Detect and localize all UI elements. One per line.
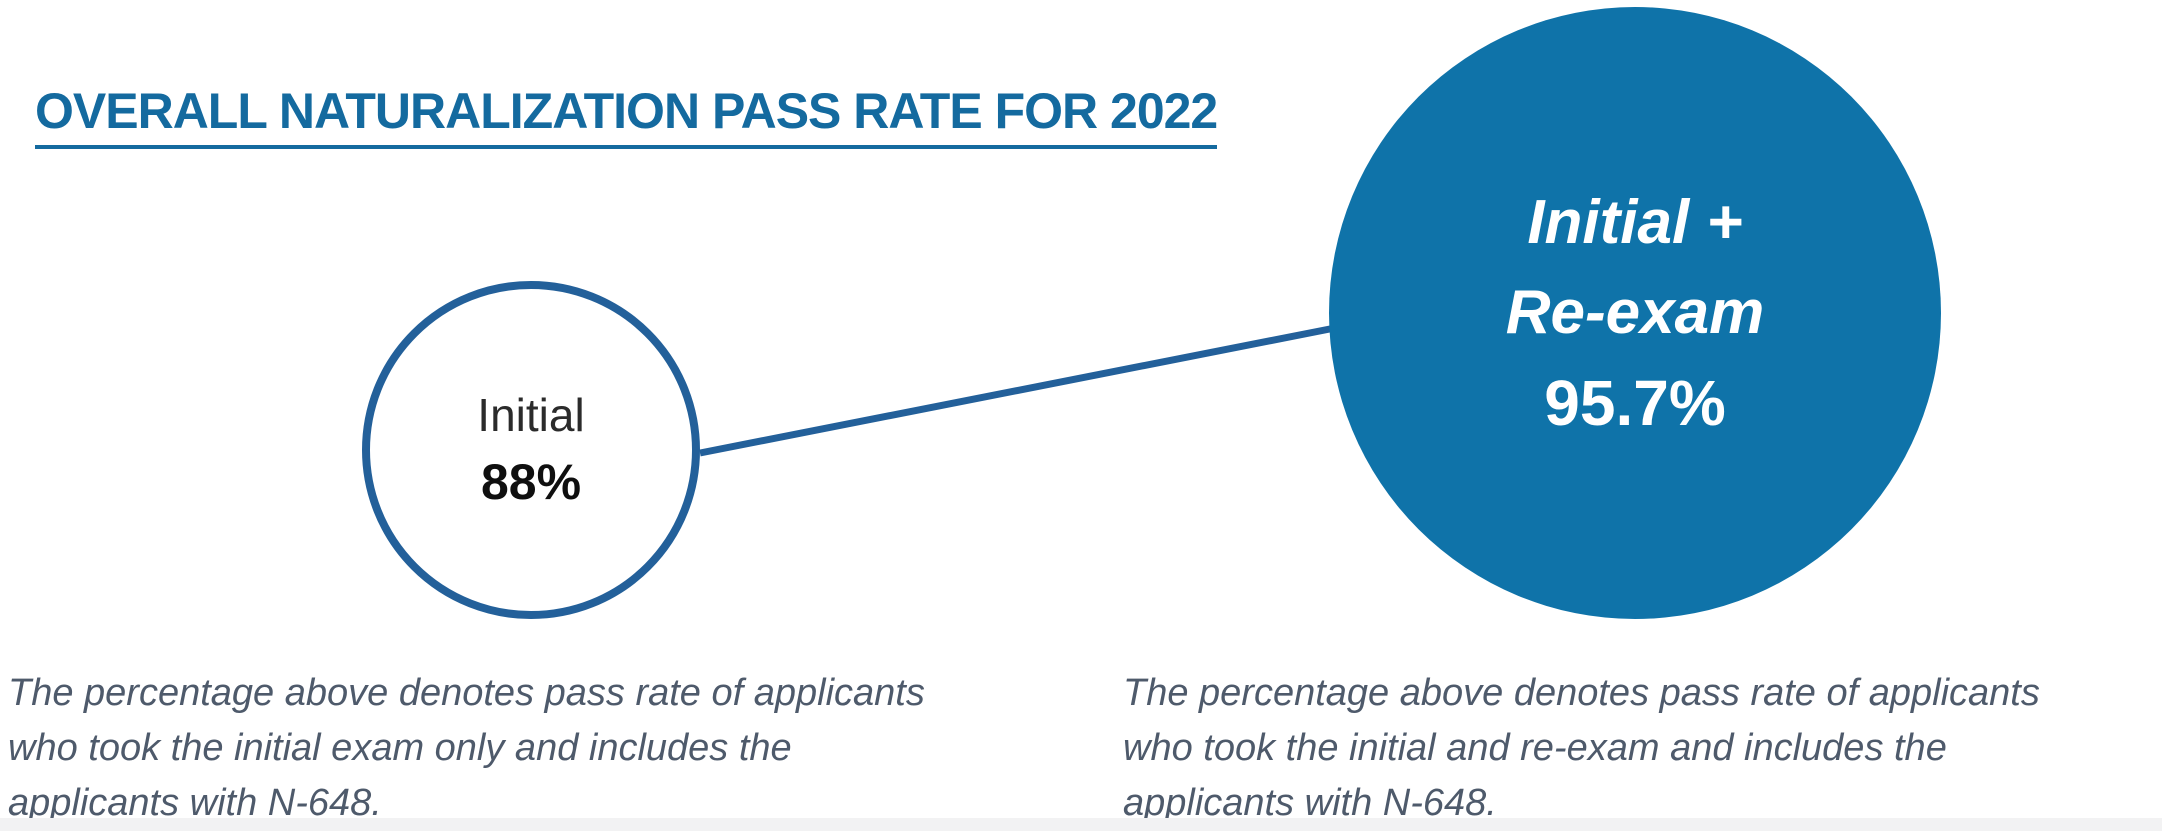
- footnote-combined-line2: who took the initial and re-exam and inc…: [1123, 727, 1947, 769]
- bubble-combined-label-line1: Initial +: [1527, 188, 1743, 257]
- connector-line: [699, 323, 1341, 457]
- bubble-combined-label-line2: Re-exam: [1505, 278, 1765, 347]
- bubble-combined-value: 95.7%: [1544, 367, 1726, 439]
- footnote-combined-line3: applicants with N-648.: [1123, 782, 1497, 824]
- bottom-gray-strip: [0, 818, 2162, 831]
- footnote-initial-line1: The percentage above denotes pass rate o…: [8, 672, 925, 714]
- bubble-initial-label: Initial: [477, 389, 585, 442]
- footnote-initial: The percentage above denotes pass rate o…: [8, 666, 925, 831]
- footnote-initial-line2: who took the initial exam only and inclu…: [8, 727, 792, 769]
- page-title[interactable]: OVERALL NATURALIZATION PASS RATE FOR 202…: [35, 82, 1218, 149]
- footnote-combined-line1: The percentage above denotes pass rate o…: [1123, 672, 2040, 714]
- bubble-combined: Initial + Re-exam 95.7%: [1329, 7, 1941, 619]
- footnote-combined: The percentage above denotes pass rate o…: [1123, 666, 2040, 831]
- bubble-initial-value: 88%: [480, 453, 582, 510]
- footnote-initial-line3: applicants with N-648.: [8, 782, 382, 824]
- bubble-initial: Initial 88%: [362, 281, 700, 619]
